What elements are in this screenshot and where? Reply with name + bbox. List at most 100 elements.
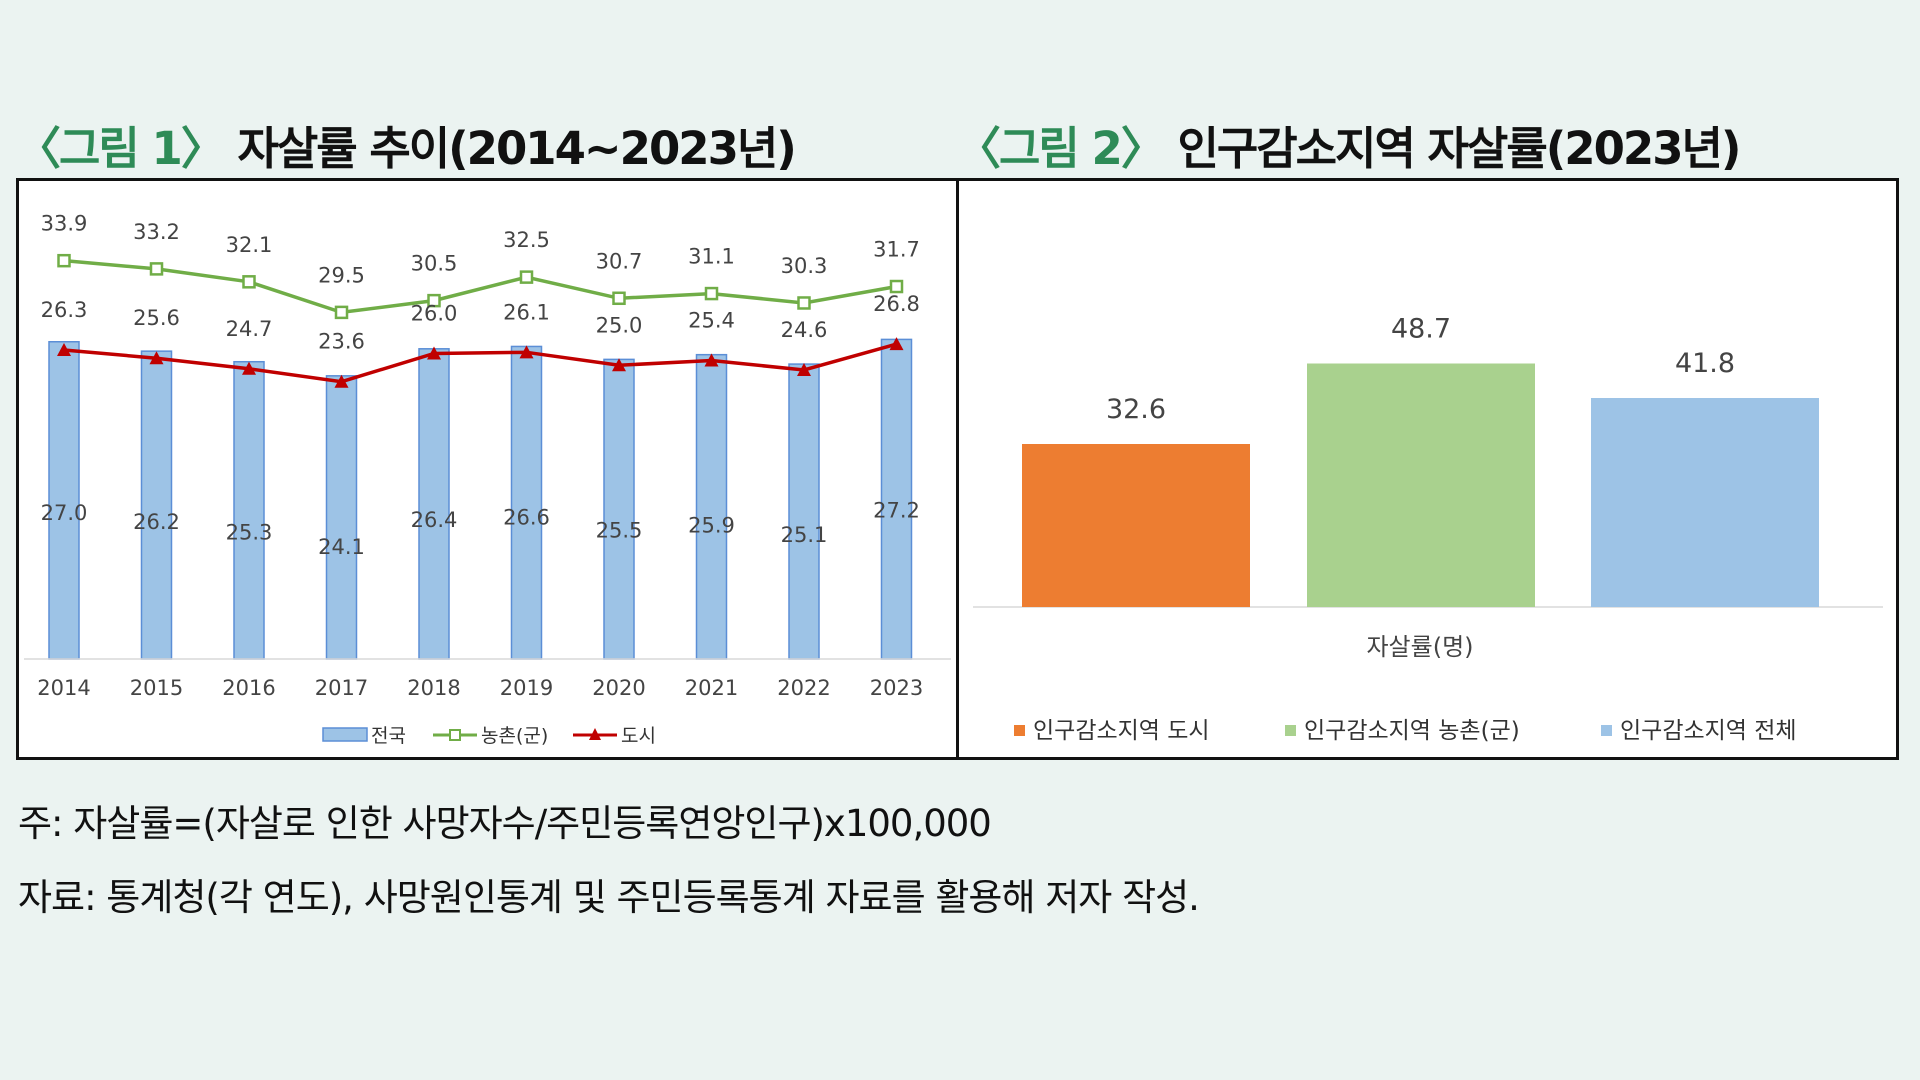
bar-national-label-2021: 25.9 <box>688 514 735 538</box>
rural-label-2015: 33.2 <box>133 220 180 244</box>
bar-national-2014 <box>48 341 80 660</box>
bar-national-2019 <box>510 345 543 660</box>
city-label-2021: 25.4 <box>688 309 735 333</box>
city-label-2020: 25.0 <box>596 313 643 337</box>
bar-label-3: 41.8 <box>1675 348 1735 379</box>
bar-national-2017 <box>325 375 358 660</box>
city-point-2016 <box>242 361 256 375</box>
city-point-2014 <box>57 342 71 356</box>
city-label-2017: 23.6 <box>318 330 365 354</box>
rural-point-2021 <box>704 286 719 301</box>
rural-point-2017 <box>334 305 349 320</box>
legend-label-rural: 농촌(군) <box>481 725 548 747</box>
city-point-2020 <box>612 358 626 372</box>
bar-national-2022 <box>788 363 820 660</box>
city-label-2015: 25.6 <box>133 306 180 330</box>
bar-national-label-2016: 25.3 <box>226 521 273 545</box>
x-tick-2020: 2020 <box>592 676 645 700</box>
x-tick-2023: 2023 <box>870 676 923 700</box>
rural-label-2019: 32.5 <box>503 228 550 252</box>
bar-national-label-2017: 24.1 <box>318 535 365 559</box>
rural-label-2021: 31.1 <box>688 245 735 269</box>
x-tick-2016: 2016 <box>222 676 275 700</box>
legend-marker-rural <box>449 729 461 741</box>
legend-label-city: 도시 <box>621 725 656 747</box>
x-tick-2017: 2017 <box>315 676 368 700</box>
city-label-2019: 26.1 <box>503 300 550 324</box>
rural-point-2023 <box>889 279 904 294</box>
x-axis-label: 자살률(명) <box>1366 633 1473 661</box>
figure1-title-text: 자살률 추이(2014~2023년) <box>237 122 796 175</box>
bar-national-label-2022: 25.1 <box>781 523 828 547</box>
legend-swatch-1 <box>1014 725 1025 736</box>
bar-label-2: 48.7 <box>1391 314 1451 345</box>
bar-national-label-2018: 26.4 <box>411 508 458 532</box>
bar-national-2021 <box>695 353 728 660</box>
x-tick-2018: 2018 <box>407 676 460 700</box>
rural-point-2019 <box>519 270 534 284</box>
bar-3 <box>1591 398 1819 607</box>
figure1-title: 〈그림 1〉 자살률 추이(2014~2023년) <box>16 112 797 175</box>
chart2-panel: 32.6 48.7 41.8 자살률(명) 인구감소지역 도시 인구감소지역 농촌(군) 인… <box>956 178 1899 760</box>
city-label-2014: 26.3 <box>41 298 88 322</box>
rural-label-2016: 32.1 <box>226 233 273 257</box>
x-tick-2019: 2019 <box>500 676 553 700</box>
bar-national-2020 <box>603 358 635 660</box>
city-point-2023 <box>889 337 904 351</box>
legend-label-2: 인구감소지역 농촌(군) <box>1304 718 1520 744</box>
city-label-2022: 24.6 <box>781 318 828 342</box>
formula-note: 주: 자살률=(자살로 인한 사망자수/주민등록연앙인구)x100,000 <box>18 802 992 845</box>
bar-national-label-2020: 25.5 <box>596 518 643 542</box>
legend-marker-city <box>589 728 601 740</box>
legend-swatch-3 <box>1601 725 1612 736</box>
city-point-2018 <box>427 346 441 360</box>
figure1-tag: 〈그림 1〉 <box>16 122 226 175</box>
city-label-2023: 26.8 <box>873 292 920 316</box>
bar-national-2023 <box>880 338 913 660</box>
figure2-title-text: 인구감소지역 자살률(2023년) <box>1177 122 1741 175</box>
rural-label-2014: 33.9 <box>41 212 88 236</box>
rural-point-2014 <box>57 253 71 268</box>
rural-label-2018: 30.5 <box>411 252 458 276</box>
legend-label-national: 전국 <box>371 725 406 747</box>
legend-swatch-2 <box>1285 725 1296 736</box>
rural-label-2020: 30.7 <box>596 249 643 273</box>
bar-2 <box>1307 363 1535 607</box>
bar-national-label-2023: 27.2 <box>873 498 920 522</box>
x-tick-2015: 2015 <box>130 676 183 700</box>
legend-swatch-national <box>322 727 368 742</box>
bar-national-label-2014: 27.0 <box>41 501 88 525</box>
city-point-2019 <box>519 345 534 359</box>
legend-label-1: 인구감소지역 도시 <box>1033 718 1210 744</box>
bar-1 <box>1022 444 1250 607</box>
rural-point-2016 <box>242 275 256 289</box>
source-note: 자료: 통계청(각 연도), 사망원인통계 및 주민등록통계 자료를 활용해 저… <box>18 876 1200 919</box>
legend-label-3: 인구감소지역 전체 <box>1620 718 1797 744</box>
depopulation-area-rate-chart: 32.6 48.7 41.8 자살률(명) 인구감소지역 도시 인구감소지역 농촌(군) 인… <box>973 314 1883 744</box>
bar-national-2018 <box>418 348 450 660</box>
rural-point-2015 <box>149 262 164 276</box>
x-tick-2014: 2014 <box>37 676 90 700</box>
x-tick-2022: 2022 <box>777 676 830 700</box>
rural-point-2022 <box>797 296 811 310</box>
bar-national-label-2015: 26.2 <box>133 510 180 534</box>
rural-label-2017: 29.5 <box>318 263 365 287</box>
bar-label-1: 32.6 <box>1106 394 1166 425</box>
rural-label-2022: 30.3 <box>781 254 828 278</box>
city-label-2016: 24.7 <box>226 317 273 341</box>
city-point-2017 <box>334 374 349 388</box>
bar-national-2015 <box>140 350 173 660</box>
bar-national-2016 <box>233 360 265 660</box>
rural-point-2020 <box>612 291 626 306</box>
city-point-2015 <box>149 351 164 365</box>
city-point-2022 <box>797 362 811 376</box>
line-rural <box>63 258 897 315</box>
figure2-title: 〈그림 2〉 인구감소지역 자살률(2023년) <box>956 112 1742 175</box>
chart1-panel: 27.0 26.2 25.3 24.1 26.4 26.6 25.5 25.9 25.1 27.2… <box>16 178 959 760</box>
rural-point-2018 <box>427 293 441 308</box>
bar-national-label-2019: 26.6 <box>503 505 550 529</box>
line-city <box>63 342 897 384</box>
figure2-tag: 〈그림 2〉 <box>956 122 1166 175</box>
suicide-rate-trend-chart: 27.0 26.2 25.3 24.1 26.4 26.6 25.5 25.9 25.1 27.2… <box>24 212 951 747</box>
city-point-2021 <box>704 353 719 367</box>
